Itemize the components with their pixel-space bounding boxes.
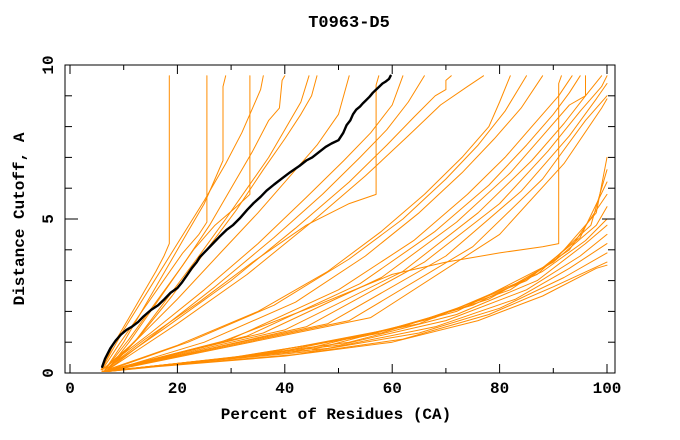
model-curve <box>107 75 544 372</box>
model-curve <box>107 243 608 372</box>
model-curve <box>104 75 603 372</box>
model-curve <box>101 75 350 371</box>
model-curve <box>100 75 170 371</box>
model-curve <box>104 75 573 372</box>
chart-title: T0963-D5 <box>308 14 390 33</box>
y-axis-label: Distance Cutoff, A <box>11 132 29 305</box>
model-curve <box>107 75 251 371</box>
model-curve <box>101 75 511 372</box>
model-curve <box>107 75 608 372</box>
highlighted-model-curve <box>100 74 392 368</box>
y-axis-tick-label: 0 <box>40 368 58 378</box>
model-curve <box>101 83 608 372</box>
model-curve <box>107 75 318 369</box>
x-axis-tick-label: 40 <box>275 380 294 398</box>
model-curve <box>104 95 608 372</box>
model-curve <box>107 75 484 371</box>
model-curve <box>101 75 264 369</box>
x-axis-tick-label: 20 <box>168 380 187 398</box>
model-curve <box>101 252 608 372</box>
model-curve <box>104 75 527 372</box>
x-axis-label: Percent of Residues (CA) <box>221 406 451 424</box>
model-curve <box>107 75 310 371</box>
model-curve <box>101 75 404 371</box>
model-curve <box>101 75 586 372</box>
y-axis-tick-label: 5 <box>40 214 58 224</box>
x-axis-tick-label: 100 <box>593 380 622 398</box>
model-curve <box>107 98 608 372</box>
model-curve <box>107 75 581 372</box>
x-axis-tick-label: 0 <box>65 380 75 398</box>
x-axis-tick-label: 80 <box>490 380 509 398</box>
y-axis-tick-label: 10 <box>40 55 58 74</box>
model-curve <box>101 75 562 372</box>
plot-area: 0 20 40 60 80 100 0 5 10 <box>40 55 621 398</box>
model-curve <box>104 75 452 371</box>
x-axis-tick-label: 60 <box>383 380 402 398</box>
model-curve <box>107 75 425 371</box>
model-curve <box>101 75 208 371</box>
